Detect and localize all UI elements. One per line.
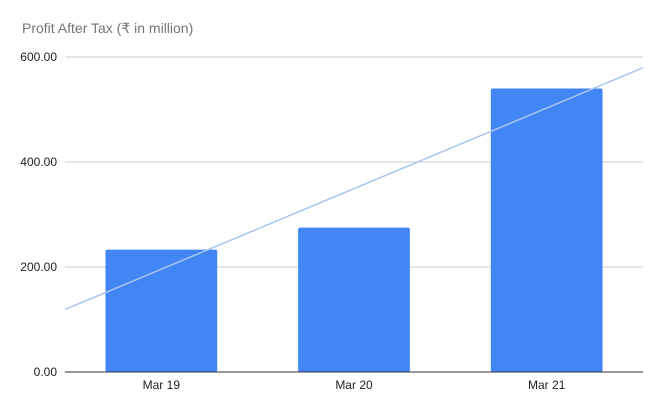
- y-tick-label: 200.00: [20, 260, 57, 274]
- bar: [298, 227, 410, 372]
- x-tick-label: Mar 21: [528, 378, 566, 392]
- y-tick-label: 400.00: [20, 155, 57, 169]
- trendline: [64, 67, 644, 311]
- y-tick-label: 600.00: [20, 50, 57, 64]
- chart-title: Profit After Tax (₹ in million): [22, 20, 194, 36]
- y-tick-label: 0.00: [34, 365, 58, 379]
- x-tick-label: Mar 19: [143, 378, 181, 392]
- bar: [490, 88, 603, 372]
- bar: [105, 249, 218, 372]
- x-tick-label: Mar 20: [335, 378, 373, 392]
